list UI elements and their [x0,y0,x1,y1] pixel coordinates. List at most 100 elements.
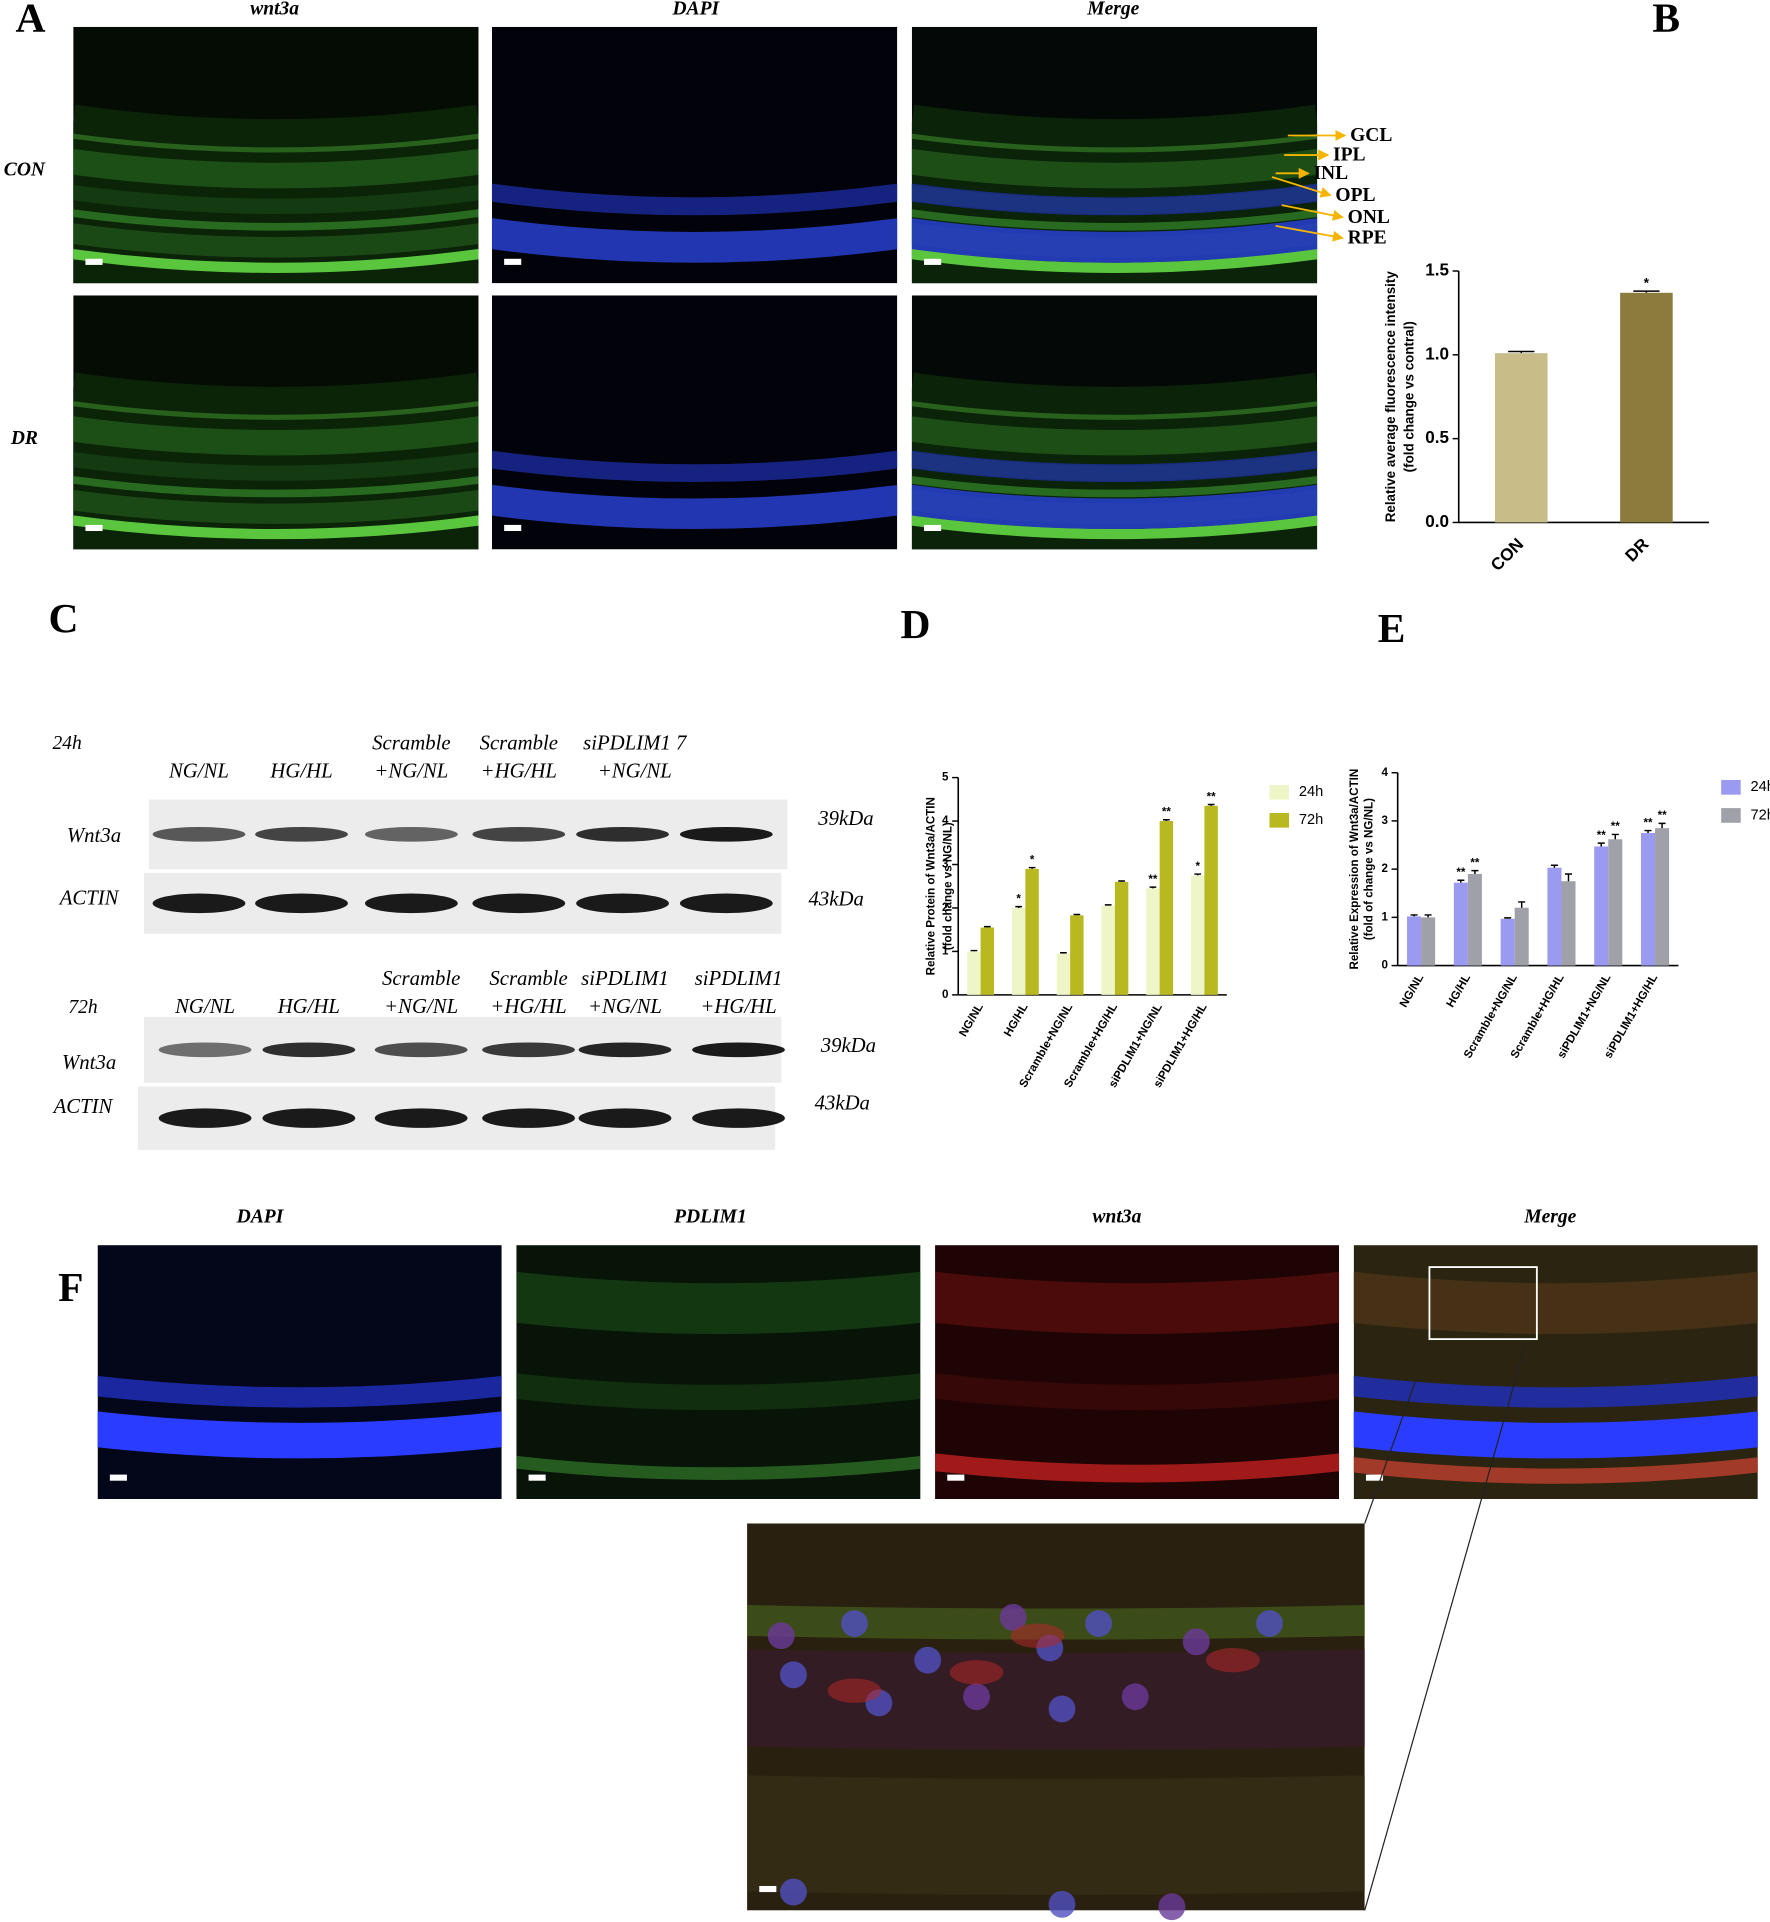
scale-bar [1365,1474,1384,1481]
tissue-layer [1353,1375,1758,1408]
bar [1453,882,1468,966]
bar [1101,905,1115,995]
panel-label: B [1652,0,1680,41]
band-name: Wnt3a [67,825,121,847]
lane-label: Scramble [382,968,460,990]
legend-label: 24h [1299,784,1323,800]
bar [1159,821,1174,995]
blot-band [578,1042,672,1058]
nucleus [1121,1683,1149,1711]
blot-band [262,1042,356,1058]
tissue-layer [73,515,479,540]
legend-label: 72h [1750,807,1770,823]
scale-bar [759,1885,777,1893]
micrograph [911,295,1318,550]
micrograph [491,26,898,284]
bar [1407,916,1422,966]
y-tick-label: 4 [1381,767,1388,779]
significance: ** [1611,821,1621,833]
bar [1025,868,1039,995]
column-label: wnt3a [250,0,299,19]
error-bar [1028,866,1036,869]
wnt3a-signal [1206,1647,1260,1673]
blot-band [364,827,458,842]
tissue-layer [911,104,1318,284]
bar [1620,292,1673,523]
lane-label: +NG/NL [374,760,448,782]
tissue-layer [73,401,479,420]
micrograph-bg [97,1245,502,1500]
y-axis-label: Relative Expression of Wnt3a/ACTIN [1349,769,1361,970]
blot-band [692,1108,785,1128]
x-tick-label: NG/NL [1398,972,1426,1009]
band-size: 39kDa [820,1035,876,1057]
legend-swatch [1721,808,1741,823]
row-label: DR [10,428,38,449]
tissue-layer [73,184,479,214]
micrograph [935,1245,1340,1500]
error-bar [1508,350,1535,354]
layer-arrow [1275,224,1344,242]
tissue-layer [491,450,898,483]
panel-label: A [16,0,46,41]
x-tick-label: Scramble+HG/HL [1509,972,1567,1060]
bar [1561,881,1576,966]
blot-band [679,827,773,842]
bar [1204,805,1218,995]
layer-arrow [1271,176,1332,198]
lane-label: +NG/NL [588,996,662,1018]
tissue-layer [911,476,1318,498]
blot-band [578,1108,672,1128]
blot-band [364,893,458,914]
y-tick-label: 5 [942,772,949,784]
error-bar [1424,914,1432,918]
y-axis-label: Relative Protein of Wnt3a/ACTIN [925,797,937,975]
tissue-layer [747,1604,1365,1640]
bar [1190,875,1205,995]
column-label: PDLIM1 [673,1207,747,1228]
tissue-layer [73,148,479,189]
micrograph [1353,1245,1758,1500]
band-size: 39kDa [817,808,873,830]
band-name: ACTIN [58,887,120,909]
tissue-layer [911,133,1318,153]
blot-membrane [144,872,782,934]
panel-label: D [901,601,931,647]
bar [1070,915,1084,995]
column-label: DAPI [236,1207,285,1228]
error-bar [1504,917,1512,919]
nucleus [1085,1610,1113,1637]
error-bar [1410,914,1418,917]
tissue-layer [73,416,479,456]
tissue-layer [1353,1271,1758,1334]
micrograph [491,295,898,550]
bar [967,951,981,995]
tissue-layer [73,104,479,284]
y-tick-label: 1 [1381,911,1388,923]
significance: ** [1644,817,1654,829]
blot-band [262,1108,356,1128]
tissue-layer [747,1775,1365,1895]
layer-label: INL [1313,163,1348,184]
tissue-layer [73,489,479,524]
error-bar [1104,904,1112,906]
x-tick-label: siPDLIM1+NG/NL [1556,972,1614,1060]
layer-label: GCL [1350,125,1392,146]
blot-time: 72h [68,997,97,1018]
blot-band [152,827,246,842]
error-bar [1550,864,1558,868]
bar [1500,918,1515,966]
legend-swatch [1721,780,1741,795]
bar [1608,839,1623,966]
bar [1011,907,1026,995]
blot-band [374,1042,468,1058]
legend-swatch [1269,812,1290,828]
tissue-layer [516,1373,921,1411]
row-label: CON [4,159,46,180]
error-bar [1611,833,1619,840]
tissue-layer [516,1455,921,1480]
wnt3a-signal [827,1678,882,1703]
error-bar [1658,822,1666,829]
lane-label: HG/HL [269,760,332,782]
nucleus [767,1622,795,1650]
